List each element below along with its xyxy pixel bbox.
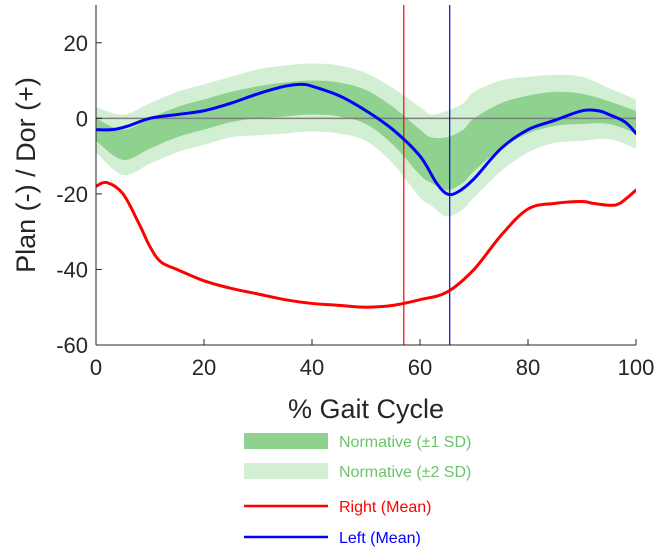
legend-label: Normative (±2 SD) (339, 464, 471, 481)
x-tick-label: 80 (516, 355, 540, 380)
plot-content (96, 5, 636, 345)
legend-swatch-band (244, 463, 328, 479)
y-axis-label: Plan (-) / Dor (+) (11, 77, 41, 273)
x-tick-label: 100 (618, 355, 655, 380)
x-tick-label: 40 (300, 355, 324, 380)
x-axis-label: % Gait Cycle (288, 394, 444, 424)
y-tick-label: 20 (64, 31, 88, 56)
y-tick-label: 0 (76, 106, 88, 131)
left-mean-line (96, 82, 636, 197)
y-tick-label: -40 (56, 257, 88, 282)
x-tick-label: 20 (192, 355, 216, 380)
axes: 0 20 40 60 80 100 -60 -40 -20 0 20 (56, 5, 654, 380)
normative-1sd-band (96, 80, 636, 191)
x-tick-label: 0 (90, 355, 102, 380)
plot-area (96, 5, 636, 345)
legend-swatch-band (244, 433, 328, 449)
normative-2sd-band (96, 63, 636, 217)
legend-label: Right (Mean) (339, 499, 431, 516)
x-tick-label: 60 (408, 355, 432, 380)
legend-label: Left (Mean) (339, 530, 421, 547)
y-tick-label: -60 (56, 333, 88, 358)
right-mean-line (96, 180, 636, 309)
legend-label: Normative (±1 SD) (339, 434, 471, 451)
legend: Normative (±1 SD) Normative (±2 SD) Right … (244, 433, 471, 547)
y-tick-label: -20 (56, 182, 88, 207)
